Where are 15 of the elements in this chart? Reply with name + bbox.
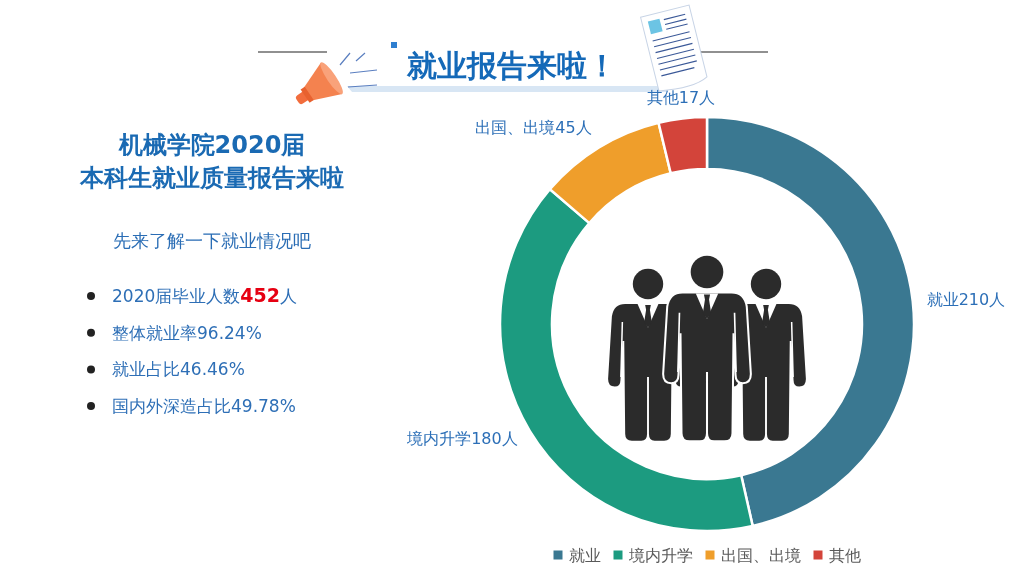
text: 国内外深造占比49.78% [112,396,296,417]
data-label: 就业210人 [926,290,1006,310]
legend-label: 出国、出境 [720,546,801,564]
chart-title: 就业报告来啦！ [406,48,617,83]
data-label: 其他17人 [646,87,716,107]
legend-label: 境内升学 [627,546,693,564]
legend-label: 其他 [828,546,861,564]
text: 整体就业率96.24% [112,322,262,343]
text: 2020届毕业人数452人 [112,284,297,306]
text: 就业占比46.46% [112,359,245,380]
text: 先来了解一下就业情况吧 [113,230,311,251]
legend-label: 就业 [568,546,601,564]
data-label: 境内升学180人 [406,429,518,449]
text: 机械学院2020届本科生就业质量报告来啦 [79,131,344,192]
data-label: 出国、出境45人 [475,118,592,138]
